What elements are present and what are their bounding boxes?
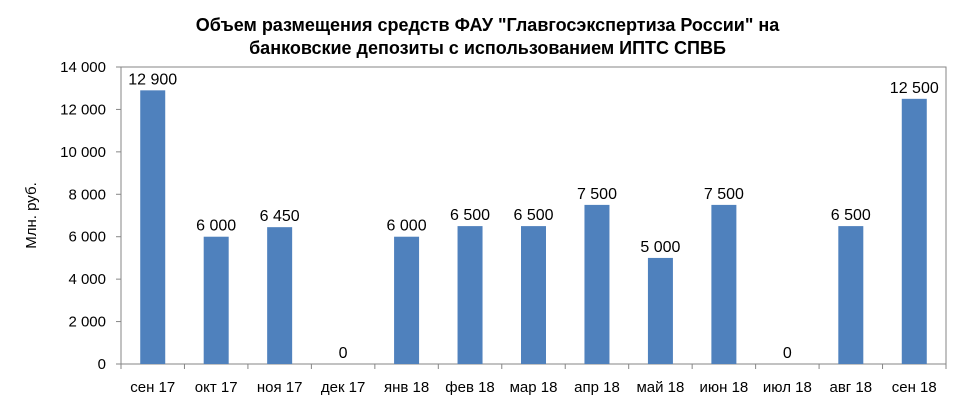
x-tick-label: июн 18	[700, 379, 749, 396]
data-label: 12 500	[890, 80, 939, 97]
y-axis: 0 2 000 4 000 6 000 8 000 10 000 12 000 14 000	[60, 59, 121, 373]
data-label: 12 900	[128, 71, 177, 88]
bar	[203, 236, 229, 364]
x-tick-label: окт 17	[195, 379, 238, 396]
bar	[584, 204, 610, 364]
bar	[711, 204, 737, 364]
y-tick-label: 8 000	[68, 186, 106, 203]
x-tick-label: апр 18	[574, 379, 620, 396]
x-tick-label: май 18	[636, 379, 684, 396]
y-axis-label: Млн. руб.	[23, 182, 40, 248]
bar	[647, 257, 673, 364]
y-tick-label: 6 000	[68, 229, 106, 246]
x-tick-label: ноя 17	[257, 379, 303, 396]
y-tick-label: 0	[98, 356, 106, 373]
x-tick-label: авг 18	[829, 379, 872, 396]
data-label: 0	[339, 345, 348, 362]
chart-title-line-2: банковские депозиты с использованием ИПТ…	[249, 38, 726, 58]
y-tick-label: 14 000	[60, 59, 106, 76]
bar	[457, 226, 483, 364]
y-tick-label: 12 000	[60, 101, 106, 118]
data-label: 6 500	[450, 207, 490, 224]
data-label: 0	[783, 345, 792, 362]
data-label: 6 500	[513, 207, 553, 224]
data-label: 7 500	[577, 186, 617, 203]
data-label: 6 500	[831, 207, 871, 224]
x-tick-label: сен 17	[130, 379, 175, 396]
data-label: 7 500	[704, 186, 744, 203]
bar	[267, 227, 293, 364]
bar	[901, 98, 927, 365]
bars-group	[140, 90, 927, 365]
x-tick-label: июл 18	[763, 379, 812, 396]
x-tick-label: янв 18	[384, 379, 429, 396]
bar	[521, 226, 546, 364]
bar	[140, 90, 166, 364]
y-tick-label: 2 000	[68, 314, 106, 331]
chart-title: Объем размещения средств ФАУ "Главгосэкс…	[0, 14, 975, 60]
x-tick-label: мар 18	[510, 379, 558, 396]
x-tick-label: сен 18	[892, 379, 937, 396]
x-tick-label: дек 17	[321, 379, 366, 396]
x-axis: сен 17 окт 17 ноя 17 дек 17 янв 18 фев 18 мар …	[120, 364, 947, 396]
bar	[838, 226, 864, 364]
data-label: 6 000	[196, 218, 236, 235]
y-tick-label: 4 000	[68, 271, 106, 288]
x-tick-label: фев 18	[445, 379, 495, 396]
data-label: 6 000	[387, 218, 427, 235]
y-tick-label: 10 000	[60, 144, 106, 161]
bar	[394, 236, 420, 364]
data-label: 6 450	[260, 208, 300, 225]
data-label: 5 000	[640, 239, 680, 256]
data-labels-group: 12 900 6 000 6 450 0 6 000 6 500 6 500 7 500 5 0…	[128, 71, 939, 362]
chart-title-line-1: Объем размещения средств ФАУ "Главгосэкс…	[195, 15, 780, 35]
